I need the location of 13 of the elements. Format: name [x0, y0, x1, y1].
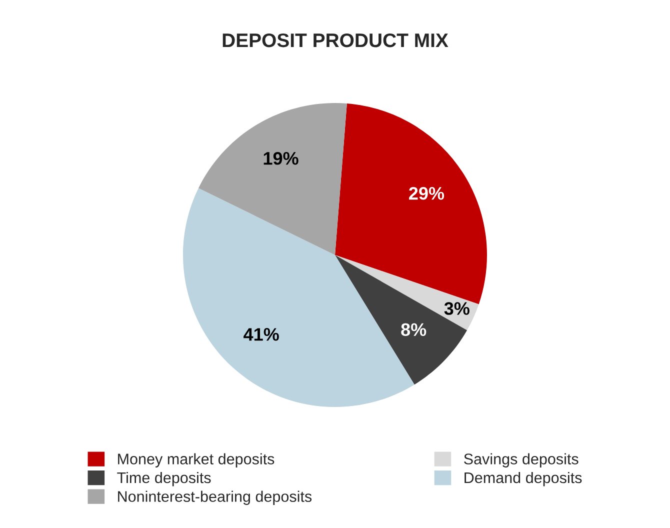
legend-label: Demand deposits [464, 472, 582, 486]
legend-label: Money market deposits [118, 453, 274, 468]
data-label: 19% [264, 152, 298, 165]
legend-label: Noninterest-bearing deposits [118, 490, 312, 505]
data-label: 8% [401, 323, 426, 336]
chart-title: DEPOSIT PRODUCT MIX [222, 33, 448, 48]
data-label: 29% [409, 186, 444, 200]
data-label: 3% [444, 302, 470, 315]
data-label: 41% [244, 328, 279, 341]
legend-label: Savings deposits [464, 453, 578, 468]
pie-slice [335, 255, 468, 385]
pie-slice [198, 103, 347, 255]
legend-label: Time deposits [117, 472, 211, 486]
